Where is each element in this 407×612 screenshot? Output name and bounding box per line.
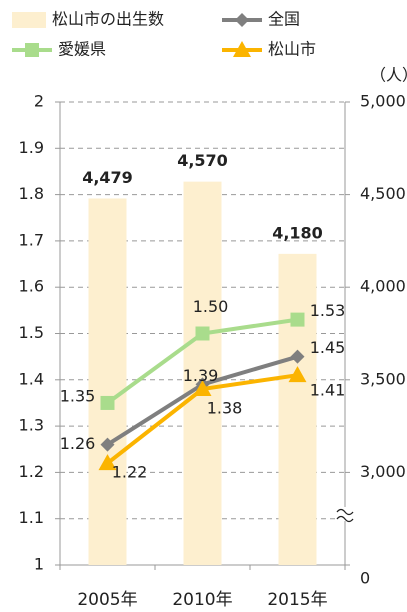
point [290, 349, 305, 364]
y-tick-label: 1.7 [19, 230, 44, 249]
line-value-label: 1.26 [60, 434, 96, 453]
point [100, 437, 115, 452]
point [195, 326, 210, 341]
line-value-label: 1.53 [310, 301, 346, 320]
y-tick-label: 1.4 [19, 369, 44, 388]
y-tick-label: 1.1 [19, 508, 44, 527]
line-value-label: 1.45 [310, 338, 346, 357]
y-tick-label: 2 [34, 92, 44, 111]
x-tick-label: 2010年 [172, 590, 232, 610]
line-value-label: 1.38 [207, 399, 243, 418]
point [233, 41, 251, 57]
legend-label: 全国 [268, 10, 300, 29]
line-value-label: 1.41 [310, 381, 346, 400]
y2-tick-label: 4,500 [360, 184, 406, 203]
y-tick-label: 1.2 [19, 462, 44, 481]
y-tick-label: 1.6 [19, 277, 44, 296]
y-tick-label: 1.8 [19, 184, 44, 203]
y2-tick-label: 3,500 [360, 369, 406, 388]
bar-value-label: 4,570 [177, 151, 228, 170]
legend-swatch [12, 12, 46, 28]
axis-break-bg [337, 507, 353, 521]
point [235, 13, 249, 27]
point [98, 454, 117, 471]
line-value-label: 1.39 [183, 366, 219, 385]
y2-tick-label: 5,000 [360, 92, 406, 111]
point [25, 43, 39, 57]
bar [88, 198, 127, 565]
y-tick-label: 1 [34, 555, 44, 574]
bar-value-label: 4,479 [82, 168, 133, 187]
axis-break [336, 508, 354, 516]
bar [183, 181, 222, 566]
legend-label: 松山市 [268, 40, 316, 59]
legend-label: 愛媛県 [58, 40, 106, 59]
y-tick-label: 1.9 [19, 138, 44, 157]
point [290, 312, 305, 327]
x-tick-label: 2005年 [77, 590, 137, 610]
legend-label: 松山市の出生数 [52, 10, 164, 29]
line-value-label: 1.50 [193, 297, 229, 316]
y2-tick-label: 3,000 [360, 462, 406, 481]
y2-axis-label: （人） [370, 66, 407, 85]
axis-break [336, 515, 354, 523]
y2-tick-label: 0 [360, 569, 370, 588]
point [100, 395, 115, 410]
y-tick-label: 1.5 [19, 323, 44, 342]
line-value-label: 1.35 [60, 386, 96, 405]
line-value-label: 1.22 [112, 463, 148, 482]
x-tick-label: 2015年 [267, 590, 327, 610]
point [288, 366, 307, 383]
bar [278, 253, 317, 565]
point [193, 380, 212, 397]
y-tick-label: 1.3 [19, 416, 44, 435]
y2-tick-label: 4,000 [360, 277, 406, 296]
bar-value-label: 4,180 [272, 223, 323, 242]
